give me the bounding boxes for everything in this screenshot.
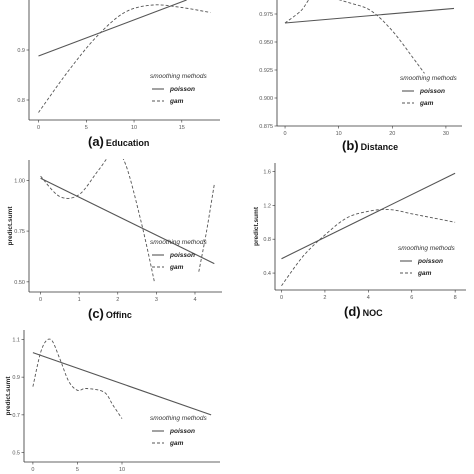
x-tick-label: 6 xyxy=(410,295,413,301)
series-group xyxy=(284,0,455,74)
y-tick-label: 0.8 xyxy=(17,98,25,104)
legend-label-gam: gam xyxy=(169,98,184,105)
series-group xyxy=(38,0,211,113)
x-tick-label: 10 xyxy=(336,131,342,137)
legend-label-poisson: poisson xyxy=(169,428,195,435)
panel-1: 0 5 10 15 0.8 0.9 smoothing methods poisson gam (… xyxy=(17,0,220,149)
x-tick-label: 1 xyxy=(78,297,81,303)
y-tick-label: 1.00 xyxy=(14,178,25,184)
y-tick-label: 0.9 xyxy=(12,375,20,381)
series-group xyxy=(40,159,215,282)
y-tick-label: 0.75 xyxy=(14,229,25,235)
y-tick-label: 1.6 xyxy=(263,169,271,175)
series-group xyxy=(32,338,212,419)
legend-label-gam: gam xyxy=(417,270,432,277)
series-line-gam-dashed xyxy=(281,208,456,287)
panel-variable-name: Offinc xyxy=(106,310,132,320)
series-line-gam-dashed xyxy=(198,184,215,272)
y-tick-label: 1.1 xyxy=(12,337,20,343)
x-tick-label: 4 xyxy=(367,295,370,301)
panel-variable-name: Education xyxy=(106,138,150,148)
x-tick-label: 5 xyxy=(76,467,79,473)
legend-label-gam: gam xyxy=(169,440,184,447)
x-tick-label: 4 xyxy=(193,297,196,303)
legend-title: smoothing methods xyxy=(150,239,207,246)
series-line-poisson-solid xyxy=(32,352,212,416)
legend-label-poisson: poisson xyxy=(419,88,445,95)
panel-variable-name: Distance xyxy=(361,142,399,152)
series-group xyxy=(281,172,456,287)
legend-label-gam: gam xyxy=(169,264,184,271)
panel-caption: (a) Education xyxy=(88,134,149,149)
legend: smoothing methods poisson gam xyxy=(400,75,457,107)
legend: smoothing methods poisson gam xyxy=(398,245,455,277)
series-line-poisson-solid xyxy=(284,7,455,24)
y-tick-label: 0.875 xyxy=(259,124,273,130)
y-tick-label: 1.2 xyxy=(263,203,271,209)
x-tick-label: 2 xyxy=(116,297,119,303)
x-tick-label: 0 xyxy=(39,297,42,303)
legend-title: smoothing methods xyxy=(400,75,457,82)
y-tick-label: 0.975 xyxy=(259,12,273,18)
x-tick-label: 15 xyxy=(179,125,185,131)
panel-4: 0 2 4 6 8 0.4 0.8 1.2 1.6 predict.sumt smoothing m… xyxy=(253,163,466,319)
panel-variable-name: NOC xyxy=(363,308,384,318)
x-tick-label: 10 xyxy=(119,467,125,473)
y-tick-label: 0.8 xyxy=(263,237,271,243)
series-line-gam-dashed xyxy=(284,0,425,74)
x-tick-label: 0 xyxy=(280,295,283,301)
series-line-poisson-solid xyxy=(38,0,187,57)
panel-caption: (c) Offinc xyxy=(88,306,132,321)
panel-letter: (b) xyxy=(342,138,359,153)
y-tick-label: 0.5 xyxy=(12,451,20,457)
panel-caption: (d) NOC xyxy=(344,304,383,319)
series-line-gam-dashed xyxy=(38,4,211,113)
panel-letter: (a) xyxy=(88,134,104,149)
x-tick-label: 30 xyxy=(443,131,449,137)
panel-3: 0 1 2 3 4 0.50 0.75 1.00 predict.sumt smoothing m… xyxy=(7,159,222,321)
legend-label-poisson: poisson xyxy=(169,86,195,93)
legend-title: smoothing methods xyxy=(398,245,455,252)
legend-label-poisson: poisson xyxy=(169,252,195,259)
panel-caption: (b) Distance xyxy=(342,138,398,153)
x-tick-label: 5 xyxy=(85,125,88,131)
legend-title: smoothing methods xyxy=(150,415,207,422)
series-line-poisson-solid xyxy=(40,177,215,265)
legend-label-poisson: poisson xyxy=(417,258,443,265)
x-tick-label: 0 xyxy=(37,125,40,131)
y-tick-label: 0.4 xyxy=(263,271,271,277)
panel-letter: (c) xyxy=(88,306,104,321)
panel-2: 0 10 20 30 0.875 0.900 0.925 0.950 0.975 smoothin… xyxy=(259,0,462,153)
x-tick-label: 10 xyxy=(131,125,137,131)
legend-label-gam: gam xyxy=(419,100,434,107)
legend: smoothing methods poisson gam xyxy=(150,415,207,447)
y-tick-label: 0.50 xyxy=(14,280,25,286)
x-tick-label: 0 xyxy=(284,131,287,137)
series-line-poisson-solid xyxy=(281,172,456,260)
panel-letter: (d) xyxy=(344,304,361,319)
y-tick-label: 0.9 xyxy=(17,48,25,54)
x-tick-label: 8 xyxy=(454,295,457,301)
series-line-gam-dashed xyxy=(40,159,155,282)
y-axis-title: predict.sumt xyxy=(7,206,14,246)
y-axis-title: predict.sumt xyxy=(5,376,12,416)
y-tick-label: 0.950 xyxy=(259,40,273,46)
legend: smoothing methods poisson gam xyxy=(150,239,207,271)
y-tick-label: 0.7 xyxy=(12,413,20,419)
legend: smoothing methods poisson gam xyxy=(150,73,207,105)
x-tick-label: 2 xyxy=(323,295,326,301)
legend-title: smoothing methods xyxy=(150,73,207,80)
y-axis-title: predict.sumt xyxy=(253,206,260,246)
series-line-gam-dashed xyxy=(32,338,123,419)
y-tick-label: 0.925 xyxy=(259,68,273,74)
y-tick-label: 0.900 xyxy=(259,96,273,102)
panel-5: 0 5 10 0.5 0.7 0.9 1.1 predict.sumt smoothing me… xyxy=(5,330,220,473)
x-tick-label: 3 xyxy=(155,297,158,303)
x-tick-label: 20 xyxy=(389,131,395,137)
x-tick-label: 0 xyxy=(31,467,34,473)
